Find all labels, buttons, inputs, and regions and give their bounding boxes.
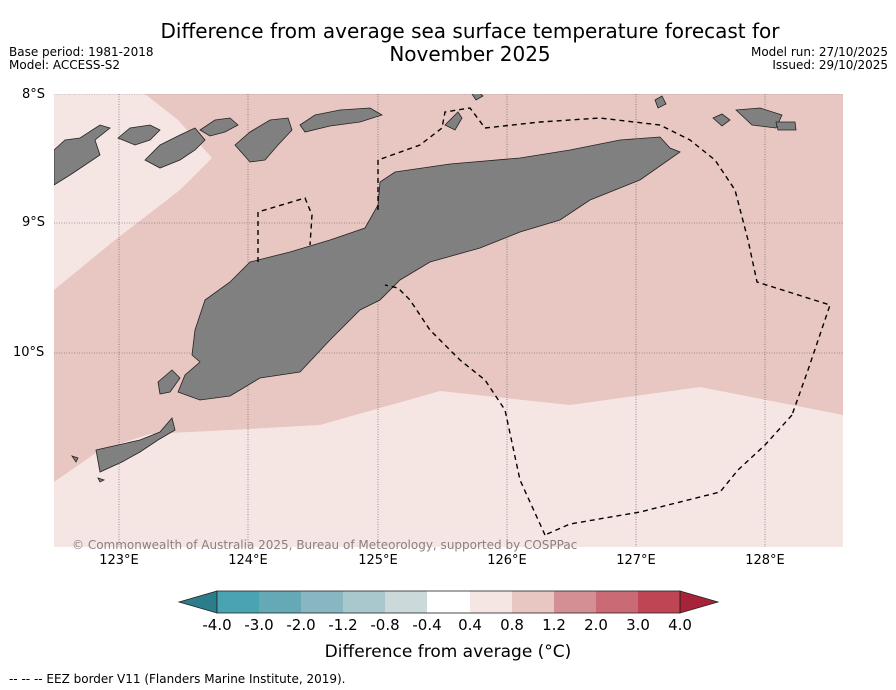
colorbar-bin [596,591,638,613]
model-run: Model run: 27/10/2025 [750,45,888,59]
copyright-notice: © Commonwealth of Australia 2025, Bureau… [72,538,578,552]
adonara-island [117,124,161,146]
title-line-2: November 2025 [389,42,551,66]
lon-label-125e: 125°E [358,553,398,568]
colorbar-tick-label: 2.0 [584,616,608,634]
colorbar-tick-label: 3.0 [626,616,650,634]
meta-right: Model run: 27/10/2025 Issued: 29/10/2025 [751,46,888,72]
lon-label-123e: 123°E [99,553,139,568]
colorbar [177,590,720,614]
colorbar-title: Difference from average (°C) [324,642,572,662]
anomaly-field-warm [54,94,843,482]
colorbar-bin [217,591,259,613]
colorbar-extend-low [177,590,218,614]
wetar-island [299,107,383,133]
atauro-island [444,111,463,131]
base-period: Base period: 1981-2018 [9,45,154,59]
colorbar-tick-label: 4.0 [668,616,692,634]
lakor-island [775,121,797,131]
colorbar-bin [343,591,385,613]
lembata-island [144,127,206,169]
colorbar-tick-label: -2.0 [286,616,316,634]
ndana-islet [97,477,106,483]
lon-label-128e: 128°E [745,553,785,568]
alor-island [234,117,293,163]
meta-left: Base period: 1981-2018 Model: ACCESS-S2 [9,46,154,72]
colorbar-tick-label: -3.0 [244,616,274,634]
ndao-islet [71,455,79,463]
colorbar-bin [301,591,343,613]
lon-label-127e: 127°E [616,553,656,568]
map-title: Difference from average sea surface temp… [100,20,840,66]
lon-label-126e: 126°E [487,553,527,568]
lat-label-9s: 9°S [22,215,46,230]
colorbar-tick-label: 0.4 [458,616,482,634]
colorbar-bin [385,591,427,613]
land-masses [54,94,797,483]
colorbar-bin [470,591,512,613]
colorbar-bin [512,591,554,613]
colorbar-tick-label: 1.2 [542,616,566,634]
eez-border [257,107,831,536]
rote-island [95,417,176,473]
colorbar-bin [554,591,596,613]
kisar-island [654,95,667,109]
colorbar-bin [427,591,470,613]
colorbar-tick-label: 0.8 [500,616,524,634]
timor-island [177,136,681,401]
colorbar-tick-label: -0.4 [412,616,442,634]
colorbar-tick-label: -1.2 [328,616,358,634]
north-islet [471,94,484,101]
flores-island-west [54,124,111,186]
semau-island [157,369,181,395]
colorbar-tick-label: -4.0 [202,616,232,634]
colorbar-tick-label: -0.8 [370,616,400,634]
title-line-1: Difference from average sea surface temp… [160,19,780,43]
model-name: Model: ACCESS-S2 [9,58,121,72]
colorbar-bin [259,591,301,613]
moa-island [735,107,783,129]
colorbar-extend-high [679,590,720,614]
lon-label-124e: 124°E [228,553,268,568]
eez-legend: -- -- -- EEZ border V11 (Flanders Marine… [9,672,346,686]
issued-date: Issued: 29/10/2025 [772,58,888,72]
lat-label-8s: 8°S [22,87,46,102]
colorbar-bin [638,591,680,613]
lat-label-10s: 10°S [13,345,45,360]
leti-island [712,113,731,127]
pantar-island [199,117,239,137]
